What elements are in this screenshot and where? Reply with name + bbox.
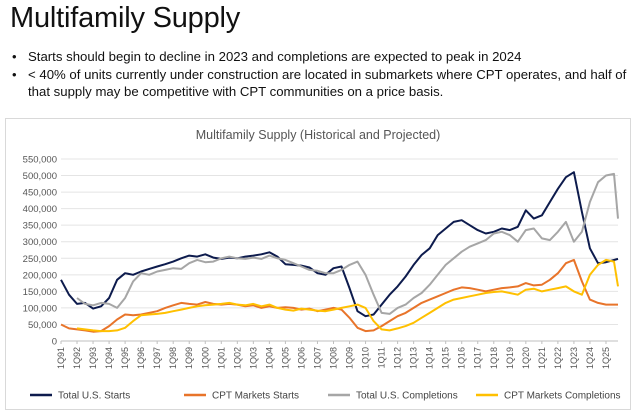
x-tick-label: 1Q09 (345, 347, 355, 369)
x-tick-label: 1Q20 (521, 347, 531, 369)
x-tick-label: 1Q98 (168, 347, 178, 369)
x-tick-label: 1Q17 (473, 347, 483, 369)
x-tick-label: 1Q24 (585, 347, 595, 369)
x-tick-label: 1Q12 (393, 347, 403, 369)
x-tick-label: 1Q13 (409, 347, 419, 369)
x-tick-label: 1Q21 (537, 347, 547, 369)
x-tick-label: 1Q10 (361, 347, 371, 369)
x-tick-label: 1Q23 (569, 347, 579, 369)
multifamily-supply-chart: Multifamily Supply (Historical and Proje… (23, 128, 621, 402)
x-tick-label: 1Q99 (184, 347, 194, 369)
y-tick-label: 300,000 (23, 237, 57, 248)
x-tick-label: 1Q03 (248, 347, 258, 369)
chart-frame: Multifamily Supply (Historical and Proje… (5, 118, 631, 410)
x-tick-label: 1Q04 (264, 347, 274, 369)
legend-label: Total U.S. Starts (58, 391, 130, 402)
x-tick-label: 1Q11 (377, 347, 387, 368)
x-axis: 1Q91 1Q92 1Q93 1Q94 1Q95 1Q96 1Q97 1Q98 1Q99 1Q00… (56, 340, 618, 369)
legend-label: CPT Markets Completions (504, 391, 621, 402)
x-tick-label: 1Q00 (200, 347, 210, 369)
x-tick-label: 1Q19 (505, 347, 515, 369)
y-axis: 0 50,000 100,000 150,000 200,000 250,000 300,0… (23, 155, 57, 348)
x-tick-label: 1Q92 (72, 347, 82, 369)
x-tick-label: 1Q93 (88, 347, 98, 369)
bullet-item: • < 40% of units currently under construc… (10, 66, 635, 100)
y-tick-label: 550,000 (23, 155, 57, 166)
legend-label: Total U.S. Completions (356, 391, 458, 402)
chart-series (60, 171, 619, 333)
x-tick-label: 1Q96 (136, 347, 146, 369)
y-tick-label: 100,000 (23, 303, 57, 314)
x-tick-label: 1Q01 (216, 347, 226, 369)
x-tick-label: 1Q15 (441, 347, 451, 369)
y-tick-label: 50,000 (28, 320, 57, 331)
y-tick-label: 200,000 (23, 270, 57, 281)
legend-item: Total U.S. Starts (30, 391, 130, 402)
series-line-total-u-s-starts (60, 171, 619, 318)
series-line-cpt-markets-completions (76, 258, 619, 333)
chart-title: Multifamily Supply (Historical and Proje… (196, 128, 441, 142)
chart-legend: Total U.S. Starts CPT Markets Starts Total… (30, 391, 621, 402)
legend-item: Total U.S. Completions (328, 391, 458, 402)
x-tick-label: 1Q18 (489, 347, 499, 369)
x-tick-label: 1Q16 (457, 347, 467, 369)
y-tick-label: 450,000 (23, 188, 57, 199)
bullet-dot: • (12, 67, 17, 82)
chart-gridlines (61, 158, 618, 342)
y-tick-label: 400,000 (23, 204, 57, 215)
y-tick-label: 500,000 (23, 171, 57, 182)
y-tick-label: 350,000 (23, 221, 57, 232)
slide-title: Multifamily Supply (10, 2, 241, 34)
y-tick-label: 150,000 (23, 287, 57, 298)
y-tick-label: 0 (52, 337, 57, 348)
bullet-item: • Starts should begin to decline in 2023 … (10, 48, 635, 65)
x-tick-label: 1Q22 (553, 347, 563, 369)
series-line-total-u-s-completions (76, 172, 619, 315)
y-tick-label: 250,000 (23, 254, 57, 265)
x-tick-label: 1Q91 (56, 347, 66, 369)
x-tick-label: 1Q08 (328, 347, 338, 369)
bullet-list: • Starts should begin to decline in 2023 … (10, 48, 635, 101)
x-tick-label: 1Q02 (232, 347, 242, 369)
x-tick-label: 1Q14 (425, 347, 435, 369)
legend-item: CPT Markets Completions (476, 391, 621, 402)
x-tick-label: 1Q06 (296, 347, 306, 369)
x-tick-label: 1Q94 (104, 347, 114, 369)
x-tick-label: 1Q07 (312, 347, 322, 369)
x-tick-label: 1Q25 (601, 347, 611, 369)
bullet-dot: • (12, 49, 17, 64)
x-tick-label: 1Q05 (280, 347, 290, 369)
x-tick-label: 1Q95 (120, 347, 130, 369)
x-tick-label: 1Q97 (152, 347, 162, 369)
bullet-text: Starts should begin to decline in 2023 a… (28, 49, 522, 64)
legend-label: CPT Markets Starts (212, 391, 299, 402)
bullet-text: < 40% of units currently under construct… (28, 67, 627, 99)
legend-item: CPT Markets Starts (184, 391, 299, 402)
